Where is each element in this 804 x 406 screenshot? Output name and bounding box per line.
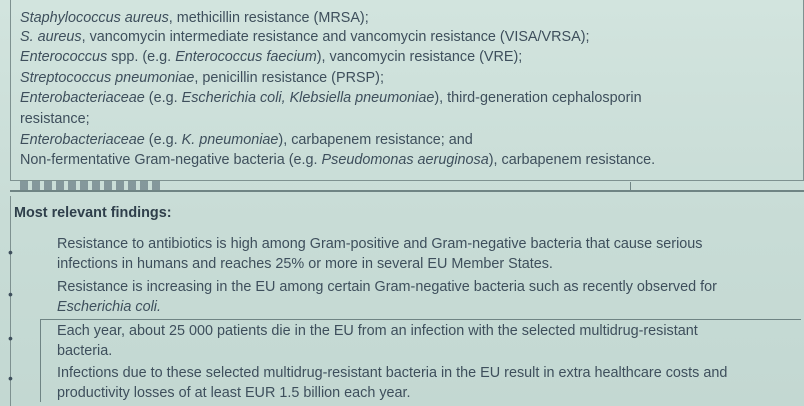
finding-line: Resistance is increasing in the EU among…: [57, 279, 717, 295]
list-text: ), carbapenem resistance; and: [278, 132, 473, 148]
divider: [10, 190, 804, 192]
list-text: ), third-generation cephalosporin: [434, 90, 642, 106]
list-text: resistance;: [20, 111, 90, 127]
bullet: •: [8, 370, 13, 386]
species-name: Pseudomonas aeruginosa: [321, 152, 489, 168]
species-name: Streptococcus pneumoniae: [20, 70, 195, 86]
list-text: ), carbapenem resistance.: [488, 152, 656, 168]
finding-line: Each year, about 25 000 patients die in …: [57, 323, 698, 339]
list-item: Non-fermentative Gram-negative bacteria …: [20, 152, 655, 168]
list-text: spp. (e.g.: [107, 49, 176, 65]
list-item-continuation: resistance;: [20, 111, 90, 127]
list-item: Streptococcus pneumoniae, penicillin res…: [20, 70, 384, 86]
findings-section: [10, 196, 804, 406]
divider-tick: [630, 182, 631, 192]
list-text: Non-fermentative Gram-negative bacteria …: [20, 152, 322, 168]
species-name: Enterococcus faecium: [175, 49, 317, 65]
list-item: Staphylococcus aureus, methicillin resis…: [20, 10, 369, 26]
species-name: Enterobacteriaceae: [20, 132, 145, 148]
finding-line: infections in humans and reaches 25% or …: [57, 256, 553, 272]
species-name: Escherichia coli, Klebsiella pneumoniae: [181, 90, 435, 106]
cutoff-heading-fragment: [20, 181, 160, 191]
list-text: (e.g.: [144, 132, 182, 148]
findings-title: Most relevant findings:: [14, 205, 172, 221]
finding-line: Infections due to these selected multidr…: [57, 365, 728, 381]
list-item: S. aureus, vancomycin intermediate resis…: [20, 29, 590, 45]
species-name: Escherichia coli.: [57, 299, 161, 315]
species-name: Enterobacteriaceae: [20, 90, 145, 106]
list-item: Enterobacteriaceae (e.g. Escherichia col…: [20, 90, 642, 106]
list-item: Enterococcus spp. (e.g. Enterococcus fae…: [20, 49, 522, 65]
list-text: , methicillin resistance (MRSA);: [168, 10, 369, 26]
list-text: (e.g.: [144, 90, 182, 106]
species-name: S. aureus: [20, 29, 82, 45]
list-item: Enterobacteriaceae (e.g. K. pneumoniae),…: [20, 132, 473, 148]
bullet: •: [8, 330, 13, 346]
finding-line: bacteria.: [57, 343, 113, 359]
bullet: •: [8, 286, 13, 302]
list-text: , vancomycin intermediate resistance and…: [81, 29, 590, 45]
finding-line: productivity losses of at least EUR 1.5 …: [57, 385, 411, 401]
bullet: •: [8, 244, 13, 260]
finding-line: Escherichia coli.: [57, 299, 161, 315]
list-text: , penicillin resistance (PRSP);: [194, 70, 384, 86]
species-name: Staphylococcus aureus: [20, 10, 169, 26]
highlight-box: [40, 319, 801, 402]
list-text: ), vancomycin resistance (VRE);: [316, 49, 523, 65]
species-name: Enterococcus: [20, 49, 108, 65]
finding-line: Resistance to antibiotics is high among …: [57, 236, 703, 252]
species-name: K. pneumoniae: [181, 132, 279, 148]
